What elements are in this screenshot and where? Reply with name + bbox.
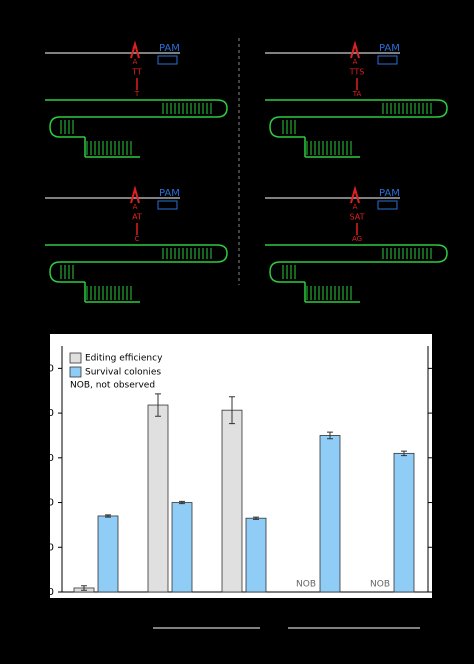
note: NOB, not observed [70, 381, 155, 391]
target-base: A [133, 58, 138, 66]
target-base: A [133, 203, 138, 211]
x-tick-label: 578C to A [224, 600, 264, 609]
error-bar [105, 514, 111, 518]
legend-swatch [69, 366, 82, 378]
guide-seq: AT [132, 213, 142, 222]
error-bar [327, 431, 333, 440]
edit-seq: T [134, 90, 140, 98]
target-arrow [130, 40, 140, 59]
x-tick-label: 578C to A [372, 600, 412, 609]
y-tick-label: 0 [48, 587, 54, 598]
pam-label: PAM [159, 188, 180, 199]
y-tick-label: 60 [41, 453, 54, 464]
edit-seq: AG [352, 235, 362, 243]
x-tick-label: 578C to A [76, 600, 116, 609]
sgrna [265, 244, 448, 303]
sgrna [265, 99, 448, 158]
target-base: A [353, 203, 358, 211]
y-tick-label: 100 [35, 363, 54, 374]
y2-tick-label: 8 [435, 408, 441, 419]
pam-box [377, 200, 398, 210]
legend-swatch [69, 352, 82, 364]
bar [147, 404, 169, 593]
y2-tick-label: 2 [435, 542, 441, 553]
target-arrow [350, 185, 360, 204]
y2-tick-label: 0 [435, 587, 441, 598]
y-tick-label: 80 [41, 408, 54, 419]
pam-label: PAM [379, 188, 400, 199]
pam-label: PAM [159, 43, 180, 54]
sgrna [45, 244, 228, 303]
pam-box [157, 200, 178, 210]
target-arrow [130, 185, 140, 204]
x-tick-label: 578C to A [150, 600, 190, 609]
edit-seq: TA [352, 90, 362, 98]
error-bar [401, 450, 407, 457]
y2-tick-label: 10 [435, 363, 448, 374]
bar [319, 435, 341, 593]
y2-tick-label: 4 [435, 498, 441, 509]
pam-label: PAM [379, 43, 400, 54]
pam-box [377, 55, 398, 65]
target-base: A [353, 58, 358, 66]
value-label: NOB [370, 580, 390, 590]
guide-seq: TT [131, 68, 142, 77]
error-bar [179, 500, 185, 505]
target-arrow [350, 40, 360, 59]
error-bar [253, 516, 259, 520]
y-tick-label: 40 [41, 498, 54, 509]
error-bar [81, 585, 87, 591]
bar [171, 502, 193, 593]
value-label: NOB [296, 580, 316, 590]
y2-tick-label: 6 [435, 453, 441, 464]
bar [97, 515, 119, 593]
guide-seq: TTS [349, 68, 365, 77]
legend-label: Editing efficiency [85, 354, 163, 364]
error-bar [155, 393, 161, 417]
guide-seq: SAT [350, 213, 365, 222]
x-tick-label: 578C to A [298, 600, 338, 609]
bar [393, 452, 415, 593]
sgrna [45, 99, 228, 158]
bar [221, 409, 243, 593]
legend-label: Survival colonies [85, 368, 161, 378]
bar [245, 517, 267, 593]
pam-box [157, 55, 178, 65]
edit-seq: C [135, 235, 140, 243]
error-bar [229, 396, 235, 425]
y-tick-label: 20 [41, 542, 54, 553]
